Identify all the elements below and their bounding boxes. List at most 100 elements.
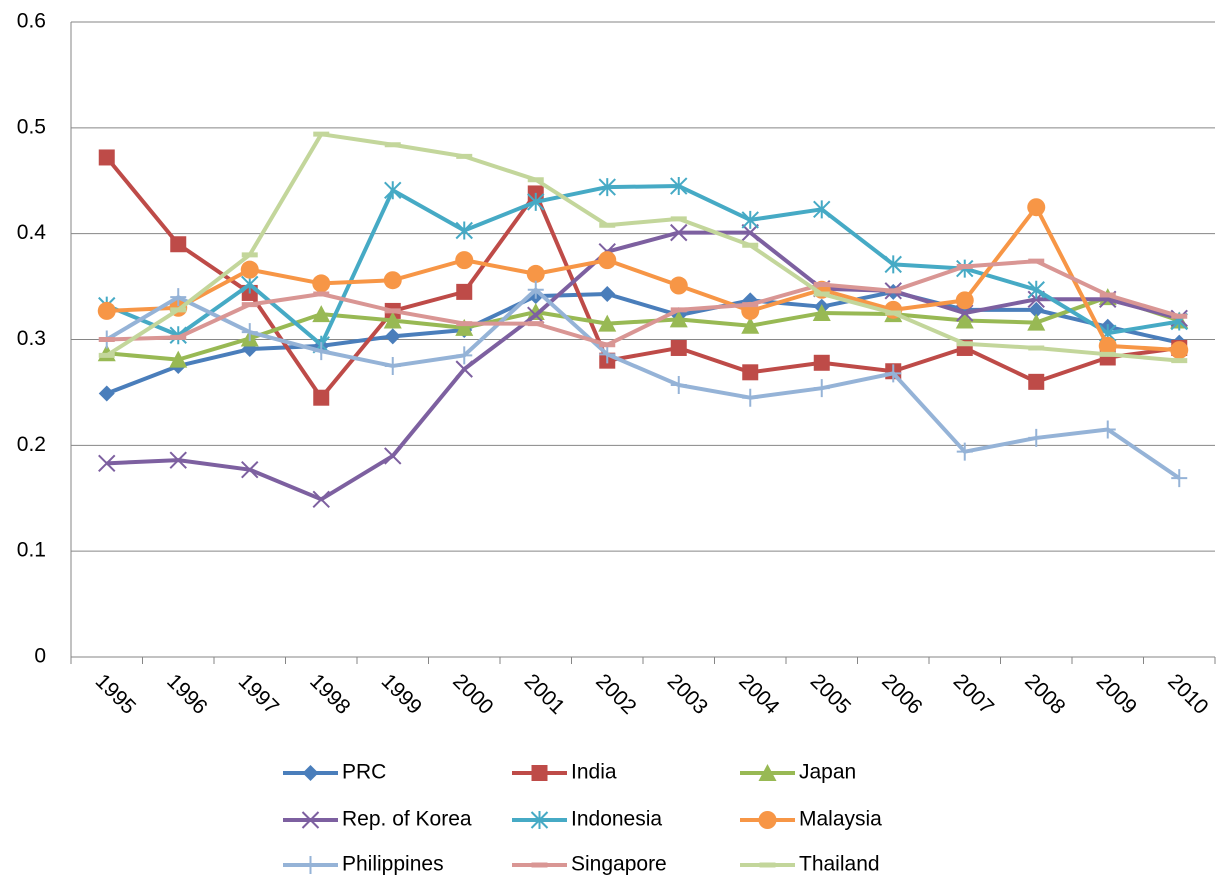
marker [455,251,474,270]
marker [383,311,402,329]
marker [302,856,319,874]
series-line [106,259,1180,347]
marker [670,376,687,395]
marker [884,255,902,274]
legend-item: India [512,761,617,784]
marker [455,360,473,378]
marker [312,305,331,323]
x-tick-label: 2002 [591,670,640,719]
marker [526,264,545,283]
legend-item: Malaysia [740,808,882,831]
x-tick-label: 2010 [1163,670,1212,719]
marker [240,260,259,279]
x-tick-label: 2004 [734,670,784,720]
marker [313,389,330,406]
legend-item: Indonesia [512,808,662,831]
marker [383,271,402,290]
marker [312,274,331,293]
marker [1170,341,1189,360]
marker [813,354,830,371]
marker [530,811,549,829]
legend-item: Rep. of Korea [283,808,472,831]
marker [599,345,616,364]
marker [670,177,688,196]
marker [302,765,319,781]
marker [955,311,974,329]
marker [531,765,548,781]
legend-item: Thailand [740,853,880,876]
legend-label: Malaysia [799,808,882,831]
y-tick-label: 0 [34,645,46,668]
x-tick-label: 1999 [377,670,426,719]
marker [241,460,259,479]
x-tick-label: 2003 [663,670,712,719]
y-tick-label: 0.3 [17,327,46,350]
series-line [105,156,1180,400]
marker [456,283,473,300]
marker [1171,469,1188,488]
marker [741,223,759,242]
y-tick-label: 0.2 [17,433,46,456]
marker [456,346,473,365]
marker [1098,336,1117,355]
marker [1027,198,1046,217]
y-tick-label: 0.5 [17,115,46,138]
legend-label: Japan [799,761,856,784]
series-line [105,184,1180,347]
marker [384,447,402,465]
marker [527,306,545,324]
x-tick-label: 1996 [162,670,211,719]
marker [169,451,187,469]
marker [97,301,116,320]
legend-label: Rep. of Korea [342,808,472,831]
marker [170,288,187,307]
x-tick-label: 2001 [520,670,569,719]
marker [670,223,688,242]
legend-item: PRC [283,761,386,784]
marker [885,364,902,383]
marker [98,385,115,402]
legend-label: Singapore [571,853,667,876]
x-tick-label: 2000 [448,670,497,719]
marker [742,388,759,407]
marker [598,178,616,197]
legend-item: Singapore [512,853,667,876]
marker [956,442,973,461]
legend-label: Thailand [799,853,880,876]
marker [741,316,760,334]
marker [598,251,617,270]
x-tick-label: 2006 [877,670,926,719]
marker [312,490,330,509]
marker [98,149,115,166]
marker [527,192,545,211]
marker [455,221,473,240]
marker [1099,420,1116,439]
legend-label: India [571,761,617,784]
series-line [105,287,1181,480]
marker [669,310,688,328]
x-tick-label: 2007 [949,670,998,719]
series-line [106,295,1180,362]
marker [598,314,617,332]
marker [384,328,401,345]
marker [1027,313,1046,331]
marker [1028,428,1045,447]
marker [758,764,777,781]
legend-item: Philippines [283,853,444,876]
x-tick-label: 2008 [1020,670,1069,719]
marker [956,304,974,322]
y-tick-label: 0.1 [17,539,46,562]
x-tick-label: 2005 [806,670,855,719]
marker [669,276,688,295]
marker [384,356,401,375]
marker [741,210,759,229]
legend-label: Indonesia [571,808,662,831]
marker [1028,301,1045,318]
marker [527,280,544,299]
marker [241,323,258,342]
marker [758,811,777,829]
x-tick-label: 1998 [305,670,354,719]
marker [313,342,330,361]
x-tick-label: 1995 [91,670,140,719]
